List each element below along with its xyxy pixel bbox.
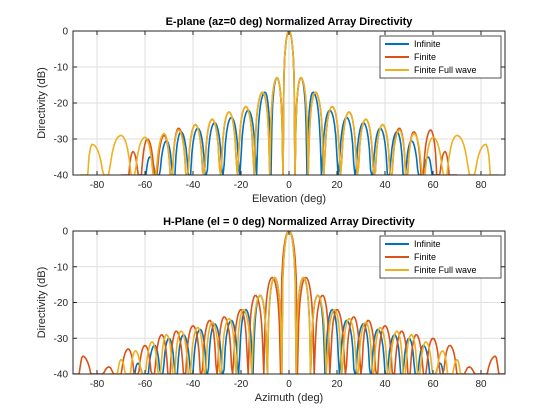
y-tick-label: 0 xyxy=(62,227,68,238)
y-tick-label: -40 xyxy=(54,171,69,182)
h-plane-plot: -80 -60 -40 -20 0 20 40 60 80 0 -10 -20 -30 -40 H-Plan… xyxy=(36,216,506,404)
y-axis-label: Directivity (dB) xyxy=(36,267,48,339)
x-tick-label: 40 xyxy=(379,379,391,390)
x-tick-label: 0 xyxy=(286,180,292,191)
y-tick-label: -10 xyxy=(54,262,69,273)
x-tick-label: 20 xyxy=(331,180,343,191)
y-tick-label: -20 xyxy=(54,298,69,309)
x-tick-label: 0 xyxy=(286,379,292,390)
x-tick-label: 20 xyxy=(331,379,343,390)
x-tick-label: 60 xyxy=(427,379,439,390)
x-axis-label: Azimuth (deg) xyxy=(255,392,323,404)
y-tick-label: -30 xyxy=(54,135,69,146)
x-tick-label: -80 xyxy=(90,379,105,390)
x-tick-label: -20 xyxy=(234,180,249,191)
y-tick-label: -30 xyxy=(54,334,69,345)
x-tick-label: 40 xyxy=(379,180,391,191)
x-tick-label: -60 xyxy=(138,180,153,191)
legend-entry: Finite xyxy=(414,252,436,262)
y-axis-label: Directivity (dB) xyxy=(36,67,48,139)
legend-entry: Finite xyxy=(414,52,436,62)
x-tick-label: -80 xyxy=(90,180,105,191)
x-tick-label: 60 xyxy=(427,180,439,191)
x-tick-label: 80 xyxy=(475,180,487,191)
series-line-finite-full-wave xyxy=(80,31,498,175)
chart-title: E-plane (az=0 deg) Normalized Array Dire… xyxy=(166,16,414,28)
series-line-finite xyxy=(121,31,457,175)
x-tick-label: -20 xyxy=(234,379,249,390)
y-tick-label: -40 xyxy=(54,370,69,381)
legend: Infinite Finite Finite Full wave xyxy=(379,235,502,279)
legend: Infinite Finite Finite Full wave xyxy=(379,35,502,79)
e-plane-plot: -80 -60 -40 -20 0 20 40 60 80 0 -10 -20 -30 -40 E-plan… xyxy=(36,16,506,205)
x-tick-label: -60 xyxy=(138,379,153,390)
x-tick-label: -40 xyxy=(186,379,201,390)
legend-entry: Infinite xyxy=(414,39,441,49)
legend-entry: Finite Full wave xyxy=(414,265,477,275)
y-tick-label: 0 xyxy=(62,27,68,38)
x-tick-label: 80 xyxy=(475,379,487,390)
chart-title: H-Plane (el = 0 deg) Normalized Array Di… xyxy=(163,216,416,228)
legend-entry: Finite Full wave xyxy=(414,65,477,75)
series-line-finite xyxy=(73,231,505,374)
legend-entry: Infinite xyxy=(414,239,441,249)
y-tick-label: -10 xyxy=(54,63,69,74)
series-line-infinite xyxy=(137,31,441,175)
y-tick-label: -20 xyxy=(54,99,69,110)
x-tick-label: -40 xyxy=(186,180,201,191)
x-axis-label: Elevation (deg) xyxy=(252,193,326,205)
series-line-finite-full-wave xyxy=(109,231,469,374)
